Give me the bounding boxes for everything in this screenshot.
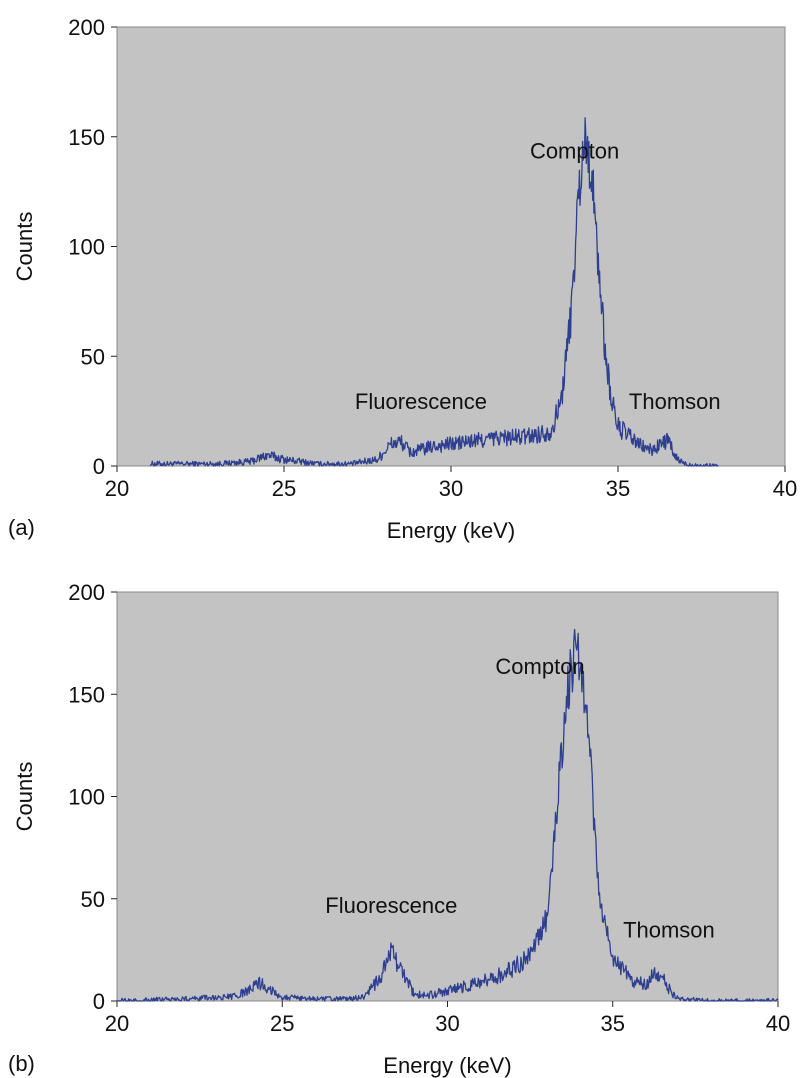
x-tick-label: 20 [105, 476, 129, 501]
y-tick-label: 100 [68, 235, 105, 260]
annotation-compton: Compton [530, 139, 619, 164]
plot-area [116, 26, 786, 467]
x-tick-label: 20 [105, 1011, 129, 1036]
annotation-fluorescence: Fluorescence [325, 893, 457, 918]
x-axis-title: Energy (keV) [387, 518, 515, 543]
x-tick-label: 30 [439, 476, 463, 501]
x-tick-label: 30 [435, 1011, 459, 1036]
spectrum-line [117, 628, 779, 1002]
y-tick-label: 50 [81, 887, 105, 912]
y-tick-label: 150 [68, 682, 105, 707]
x-tick-label: 40 [766, 1011, 790, 1036]
y-axis-title: Counts [12, 762, 37, 832]
x-tick-label: 40 [773, 476, 797, 501]
annotation-fluorescence: Fluorescence [355, 389, 487, 414]
y-tick-label: 50 [81, 344, 105, 369]
y-tick-label: 100 [68, 785, 105, 810]
y-axis-title: Counts [12, 212, 37, 282]
annotation-thomson: Thomson [623, 918, 715, 943]
x-tick-label: 35 [606, 476, 630, 501]
spectrum-line [149, 117, 719, 467]
chart-panel-b: 0 50 100 150 200 20 25 30 35 40 Energy (keV) Counts… [8, 580, 790, 1078]
y-tick-label: 200 [68, 580, 105, 605]
annotation-compton: Compton [495, 654, 584, 679]
y-tick-label: 0 [93, 454, 105, 479]
x-tick-label: 35 [601, 1011, 625, 1036]
panel-label: (a) [8, 515, 35, 540]
chart-panel-a: 0 50 100 150 200 20 25 30 35 40 Energy (keV) Counts… [8, 15, 797, 543]
y-tick-label: 150 [68, 125, 105, 150]
panel-label: (b) [8, 1051, 35, 1076]
y-tick-label: 200 [68, 15, 105, 40]
plot-area [116, 591, 779, 1002]
x-tick-label: 25 [270, 1011, 294, 1036]
y-tick-label: 0 [93, 989, 105, 1014]
x-tick-label: 25 [272, 476, 296, 501]
x-axis-title: Energy (keV) [383, 1053, 511, 1078]
annotation-thomson: Thomson [629, 389, 721, 414]
